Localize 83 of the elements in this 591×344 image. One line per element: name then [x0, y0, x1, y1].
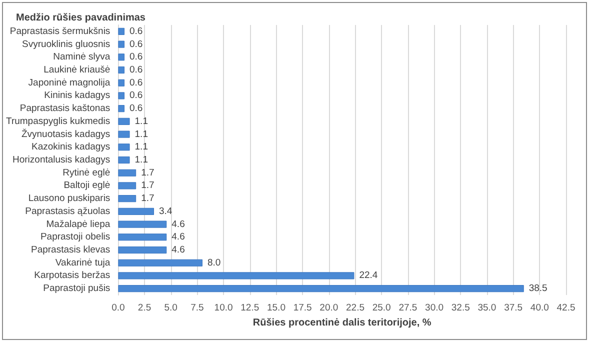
y-tick-label: Paprastasis ąžuolas	[25, 206, 110, 217]
y-tick-label: Karpotasis beržas	[34, 270, 110, 282]
x-axis-title: Rūšies procentinė dalis teritorijoje, %	[252, 317, 432, 328]
y-tick-label: Japoninė magnolija	[28, 77, 111, 88]
y-tick-label: Laukinė kriaušė	[44, 64, 110, 76]
x-tick-label: 32.5	[451, 302, 470, 314]
bar	[118, 79, 124, 86]
bar	[118, 169, 136, 176]
bar	[118, 220, 167, 228]
data-label: 4.6	[172, 218, 185, 230]
x-tick-label: 22.5	[346, 302, 365, 314]
y-tick-label: Paprastoji obelis	[40, 232, 110, 243]
bar	[118, 66, 124, 74]
data-label: 1.7	[141, 167, 154, 178]
y-tick-label: Svyruoklinis gluosnis	[22, 38, 110, 50]
data-label: 1.1	[134, 142, 148, 153]
y-axis-title: Medžio rūšies pavadinimas	[16, 12, 146, 24]
y-tick-label: Žvynuotasis kadagys	[21, 128, 110, 140]
bar	[118, 285, 524, 292]
bar	[118, 156, 130, 164]
y-tick-label: Kininis kadagys	[44, 90, 110, 102]
x-tick-label: 27.5	[398, 302, 418, 314]
data-label: 1.1	[134, 154, 148, 166]
x-tick-label: 25.0	[372, 302, 391, 314]
x-tick-label: 40.0	[530, 302, 549, 314]
x-tick-label: 10.0	[214, 302, 233, 314]
x-tick-label: 42.5	[556, 302, 576, 314]
bar	[118, 40, 124, 48]
y-tick-label: Paprastasis šermukšnis	[10, 26, 110, 37]
data-label: 22.4	[359, 270, 378, 282]
x-tick-label: 0.0	[112, 302, 125, 314]
x-tick-label: 17.5	[293, 302, 312, 314]
bar	[118, 105, 124, 112]
data-label: 0.6	[130, 77, 143, 88]
y-tick-label: Naminė slyva	[53, 52, 111, 63]
bar	[118, 54, 124, 61]
bar	[118, 246, 167, 254]
data-label: 0.6	[130, 90, 143, 102]
bar	[118, 28, 124, 35]
y-tick-label: Paprastasis kaštonas	[20, 103, 110, 114]
bar	[118, 208, 154, 215]
bar	[118, 259, 202, 266]
data-label: 1.7	[141, 180, 154, 192]
x-tick-label: 2.5	[138, 302, 152, 314]
y-tick-label: Baltoji eglė	[64, 180, 110, 192]
data-label: 4.6	[172, 232, 185, 243]
bar	[118, 234, 167, 241]
x-tick-label: 7.5	[190, 302, 204, 314]
y-tick-label: Mažalapė liepa	[46, 218, 111, 230]
x-tick-label: 5.0	[164, 302, 178, 314]
data-label: 0.6	[130, 64, 143, 76]
y-tick-label: Trumpaspyglis kukmedis	[6, 116, 110, 127]
data-label: 1.1	[134, 116, 148, 127]
bar	[118, 118, 130, 125]
y-tick-label: Kazokinis kadagys	[31, 142, 110, 153]
bar	[118, 182, 136, 190]
data-label: 1.7	[141, 193, 154, 204]
y-tick-label: Paprastoji pušis	[43, 283, 110, 294]
x-tick-label: 30.0	[425, 302, 444, 314]
x-tick-label: 35.0	[478, 302, 496, 314]
x-tick-label: 15.0	[266, 302, 286, 314]
data-label: 38.5	[528, 283, 548, 294]
bar	[118, 272, 354, 280]
y-tick-label: Rytinė eglė	[62, 167, 110, 178]
bar	[118, 92, 124, 100]
y-tick-label: Lausono puskiparis	[28, 193, 110, 204]
data-label: 0.6	[130, 103, 143, 114]
data-label: 4.6	[172, 244, 185, 256]
data-label: 8.0	[207, 257, 221, 268]
data-label: 0.6	[130, 38, 143, 50]
data-label: 0.6	[130, 52, 143, 63]
data-label: 1.1	[134, 128, 148, 140]
x-tick-label: 20.0	[320, 302, 338, 314]
bar	[118, 195, 136, 202]
x-tick-label: 12.5	[240, 302, 260, 314]
bar	[118, 144, 130, 151]
bar	[118, 130, 130, 138]
y-tick-label: Paprastasis klevas	[30, 244, 110, 256]
data-label: 0.6	[130, 26, 143, 37]
y-tick-label: Horizontalusis kadagys	[12, 154, 110, 166]
y-tick-label: Vakarinė tuja	[55, 257, 111, 268]
x-tick-label: 37.5	[504, 302, 523, 314]
data-label: 3.4	[159, 206, 172, 217]
